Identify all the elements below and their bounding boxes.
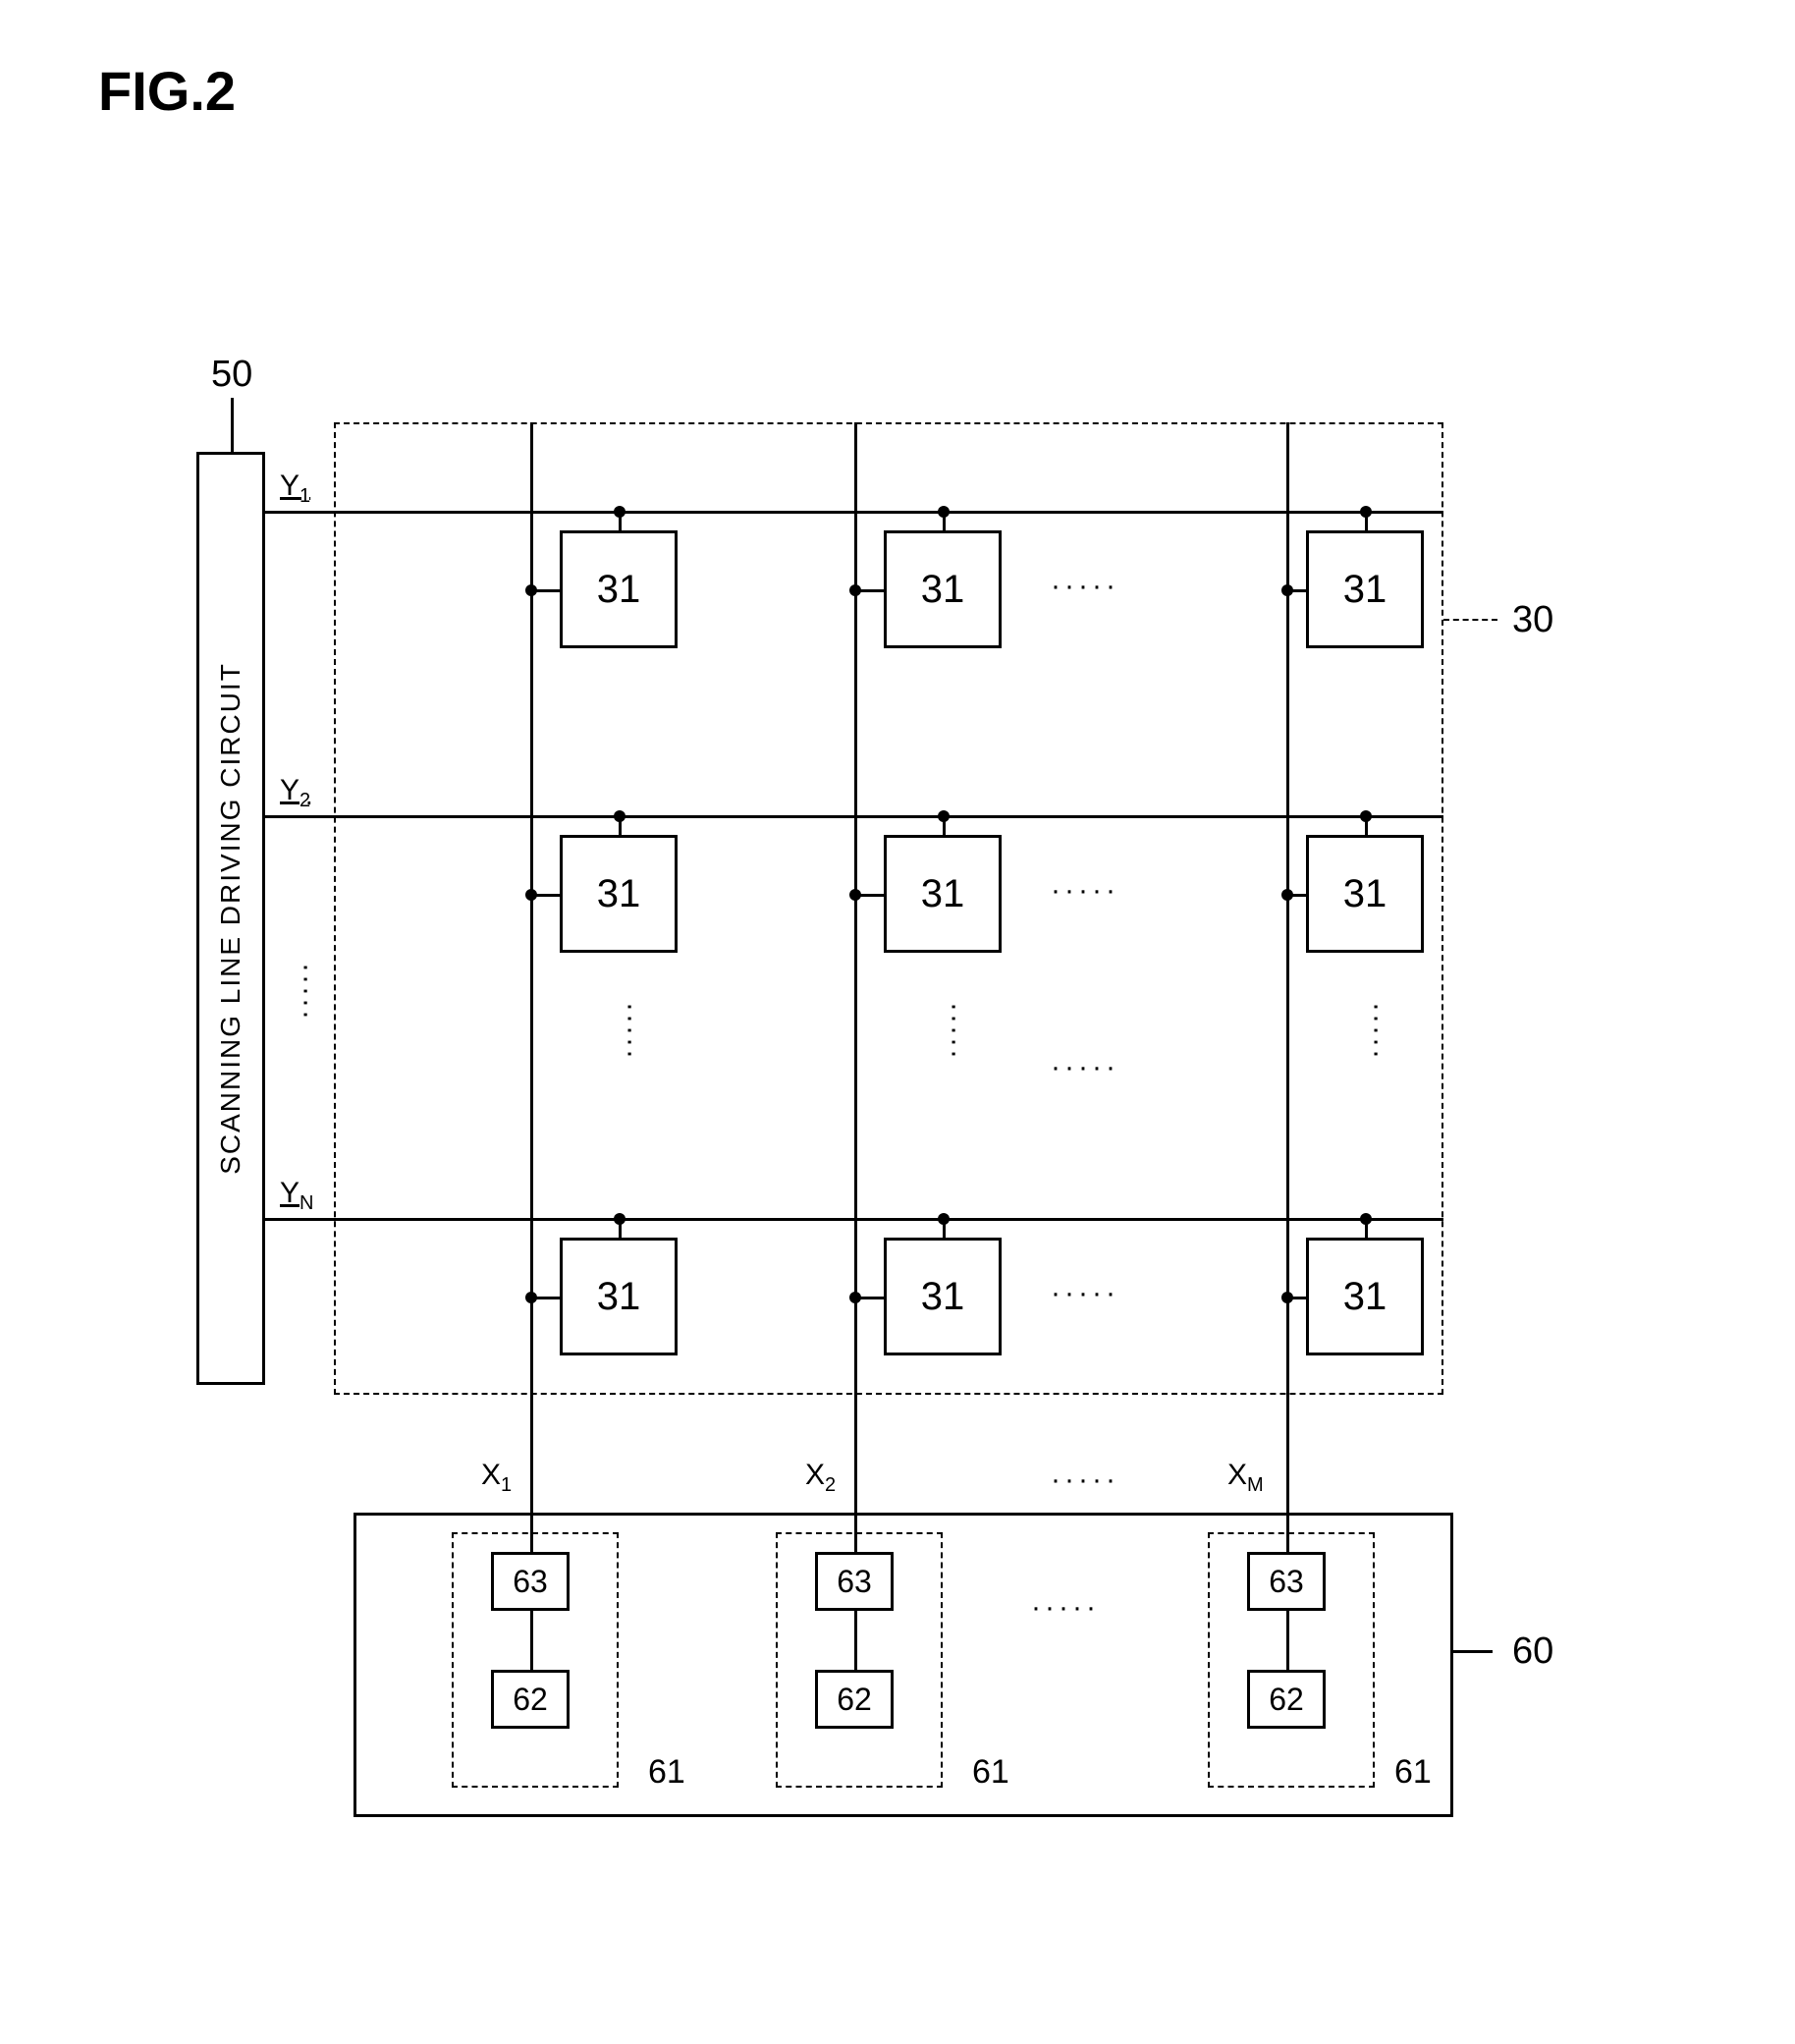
dots-c1: ····· <box>614 1002 647 1061</box>
node <box>614 810 626 822</box>
sub-62-2: 62 <box>815 1670 894 1729</box>
yn-label: YN <box>280 1177 313 1215</box>
dots-x: ····· <box>1051 1464 1119 1497</box>
node <box>525 889 537 901</box>
node <box>525 584 537 596</box>
dots-units: ····· <box>1031 1591 1100 1625</box>
pixel-r2c1: 31 <box>560 835 678 953</box>
node <box>614 1213 626 1225</box>
node <box>938 1213 950 1225</box>
sub-63-1: 63 <box>491 1552 570 1611</box>
node <box>614 506 626 518</box>
y2-label: Y2 <box>280 774 310 812</box>
dots-r2: ····· <box>1051 874 1119 908</box>
node <box>1360 810 1372 822</box>
node <box>1281 889 1293 901</box>
dots-r1: ····· <box>1051 570 1119 603</box>
node <box>938 810 950 822</box>
pixel-rnc2: 31 <box>884 1238 1002 1355</box>
leader-30 <box>1443 619 1497 621</box>
ref-unit-2: 61 <box>972 1753 1009 1792</box>
y-dots: ····· <box>290 963 323 1022</box>
node <box>849 584 861 596</box>
pixel-r1c1: 31 <box>560 530 678 648</box>
leader-60 <box>1453 1650 1493 1653</box>
ref-pixelarea: 30 <box>1512 599 1553 641</box>
scan-driver-label: SCANNING LINE DRIVING CIRCUIT <box>215 662 246 1175</box>
diagram-container: 50 SCANNING LINE DRIVING CIRCUIT 30 Y1 Y… <box>196 373 1669 1847</box>
node <box>938 506 950 518</box>
sub-62-1: 62 <box>491 1670 570 1729</box>
ref-unit-1: 61 <box>648 1753 685 1792</box>
ref-sigdriver: 60 <box>1512 1630 1553 1673</box>
sub-63-m: 63 <box>1247 1552 1326 1611</box>
pixel-r2cm: 31 <box>1306 835 1424 953</box>
dots-mid: ····· <box>1051 1051 1119 1084</box>
x2-label: X2 <box>805 1459 836 1497</box>
pixel-r2c2: 31 <box>884 835 1002 953</box>
sub-62-m: 62 <box>1247 1670 1326 1729</box>
ref-unit-m: 61 <box>1394 1753 1432 1792</box>
node <box>1360 1213 1372 1225</box>
conn-m <box>1286 1611 1289 1670</box>
node <box>1360 506 1372 518</box>
node <box>849 1292 861 1303</box>
ref-scan: 50 <box>211 354 252 396</box>
y1-label: Y1 <box>280 470 310 508</box>
scan-driver-block: SCANNING LINE DRIVING CIRCUIT <box>196 452 265 1385</box>
xm-label: XM <box>1227 1459 1264 1497</box>
node <box>849 889 861 901</box>
x1-label: X1 <box>481 1459 512 1497</box>
dots-c2: ····· <box>938 1002 971 1061</box>
pixel-r1cm: 31 <box>1306 530 1424 648</box>
pixel-rnc1: 31 <box>560 1238 678 1355</box>
node <box>525 1292 537 1303</box>
pixel-r1c2: 31 <box>884 530 1002 648</box>
dots-rn: ····· <box>1051 1277 1119 1310</box>
node <box>1281 584 1293 596</box>
node <box>1281 1292 1293 1303</box>
sub-63-2: 63 <box>815 1552 894 1611</box>
dots-cm: ····· <box>1360 1002 1393 1061</box>
figure-title: FIG.2 <box>98 59 236 123</box>
conn-2 <box>854 1611 857 1670</box>
leader-scan <box>231 398 234 452</box>
conn-1 <box>530 1611 533 1670</box>
pixel-rncm: 31 <box>1306 1238 1424 1355</box>
